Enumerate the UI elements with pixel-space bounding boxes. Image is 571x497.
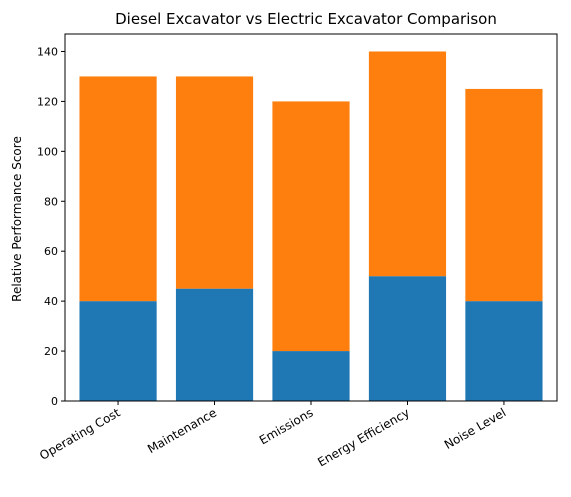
bars-layer <box>79 51 543 401</box>
bar-series-2-noise-level <box>465 88 543 302</box>
x-tick-label: Emissions <box>257 405 316 447</box>
y-ticks: 0 20 40 60 80 100 120 140 <box>37 45 65 408</box>
y-tick-label: 40 <box>44 295 58 308</box>
bar-series-1-maintenance <box>175 288 254 401</box>
x-tick-label: Maintenance <box>145 405 219 456</box>
bar-series-1-emissions <box>272 351 350 401</box>
bar-series-1-operating-cost <box>79 301 157 401</box>
y-tick-label: 20 <box>44 345 58 358</box>
y-axis-label: Relative Performance Score <box>10 136 24 302</box>
x-tick-label: Energy Efficiency <box>315 405 412 469</box>
bar-series-2-operating-cost <box>79 76 157 302</box>
y-tick-label: 100 <box>37 145 58 158</box>
y-tick-label: 80 <box>44 195 58 208</box>
y-tick-label: 140 <box>37 45 58 58</box>
chart-title: Diesel Excavator vs Electric Excavator C… <box>115 10 497 28</box>
bar-series-2-maintenance <box>175 76 254 289</box>
y-tick-label: 120 <box>37 95 58 108</box>
y-tick-label: 60 <box>44 245 58 258</box>
bar-series-2-emissions <box>272 101 350 352</box>
x-tick-label: Operating Cost <box>37 405 123 463</box>
y-tick-label: 0 <box>51 395 58 408</box>
x-ticks: Operating Cost Maintenance Emissions Energy… <box>37 401 508 469</box>
bar-series-2-energy-efficiency <box>368 51 447 277</box>
bar-series-1-energy-efficiency <box>368 276 447 401</box>
bar-series-1-noise-level <box>465 301 543 401</box>
x-tick-label: Noise Level <box>442 405 509 452</box>
